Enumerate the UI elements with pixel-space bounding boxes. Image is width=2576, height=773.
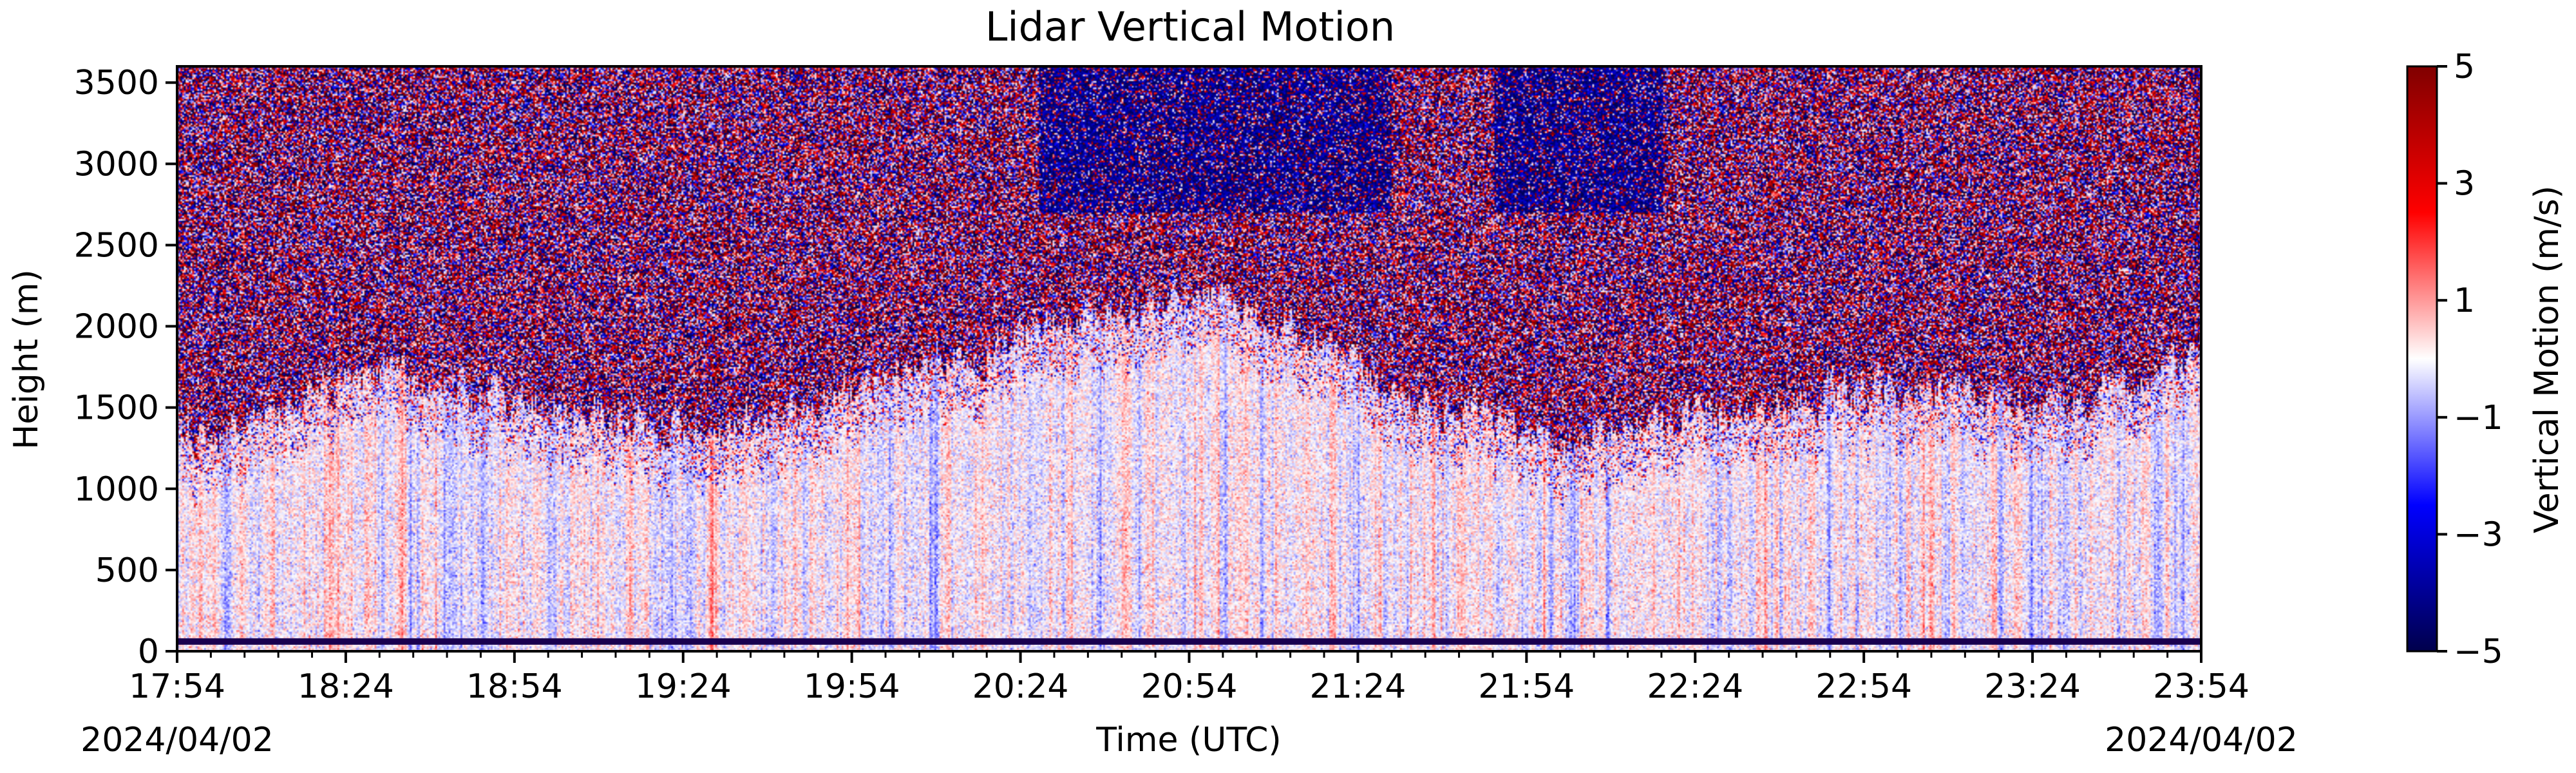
y-axis: 0 500 1000 1500 2000 2500 3000 3500 (74, 64, 177, 671)
y-tick-label: 2000 (74, 308, 159, 347)
colorbar-tick-label: −1 (2454, 399, 2503, 437)
x-tick-label: 22:54 (1815, 667, 1912, 706)
colorbar: 5 3 1 −1 −3 −5 Vertical Motion (m/s) (2406, 48, 2566, 671)
x-tick-label: 18:54 (466, 667, 563, 706)
y-tick-label: 3500 (74, 64, 159, 102)
y-tick-label: 0 (138, 633, 159, 671)
y-tick-label: 1000 (74, 470, 159, 509)
y-tick-label: 500 (95, 551, 159, 590)
plot-area (176, 65, 2202, 653)
date-label-left: 2024/04/02 (80, 721, 274, 759)
y-tick-label: 3000 (74, 145, 159, 184)
y-tick-label: 1500 (74, 389, 159, 428)
baseline-band (177, 638, 2201, 645)
x-tick-label: 17:54 (129, 667, 225, 706)
heatmap-image (177, 66, 2201, 651)
colorbar-tick-label: 5 (2454, 48, 2475, 86)
date-label-right: 2024/04/02 (2105, 721, 2298, 759)
colorbar-tick-label: −5 (2454, 633, 2503, 671)
chart-title: Lidar Vertical Motion (985, 3, 1395, 50)
colorbar-gradient (2406, 65, 2438, 653)
colorbar-tick-label: 3 (2454, 165, 2475, 204)
x-tick-label: 22:24 (1647, 667, 1743, 706)
colorbar-tick-label: 1 (2454, 282, 2475, 320)
x-tick-label: 18:24 (298, 667, 394, 706)
x-tick-label: 23:24 (1984, 667, 2081, 706)
x-axis-label: Time (UTC) (1095, 721, 1281, 759)
colorbar-tick-label: −3 (2454, 515, 2503, 554)
y-axis-label: Height (m) (7, 269, 46, 450)
colorbar-ticks: 5 3 1 −1 −3 −5 (2437, 48, 2503, 671)
x-tick-label: 20:24 (972, 667, 1069, 706)
x-tick-label: 21:24 (1309, 667, 1406, 706)
x-tick-label: 19:54 (804, 667, 900, 706)
heatmap-field (177, 66, 2201, 651)
x-tick-label: 20:54 (1141, 667, 1238, 706)
y-tick-label: 2500 (74, 226, 159, 265)
x-tick-label: 21:54 (1478, 667, 1575, 706)
x-tick-label: 19:24 (635, 667, 732, 706)
x-tick-label: 23:54 (2153, 667, 2249, 706)
x-axis: 17:54 18:24 18:54 19:24 19:54 20:24 20:54 21:24… (129, 651, 2249, 706)
colorbar-label: Vertical Motion (m/s) (2528, 186, 2566, 533)
